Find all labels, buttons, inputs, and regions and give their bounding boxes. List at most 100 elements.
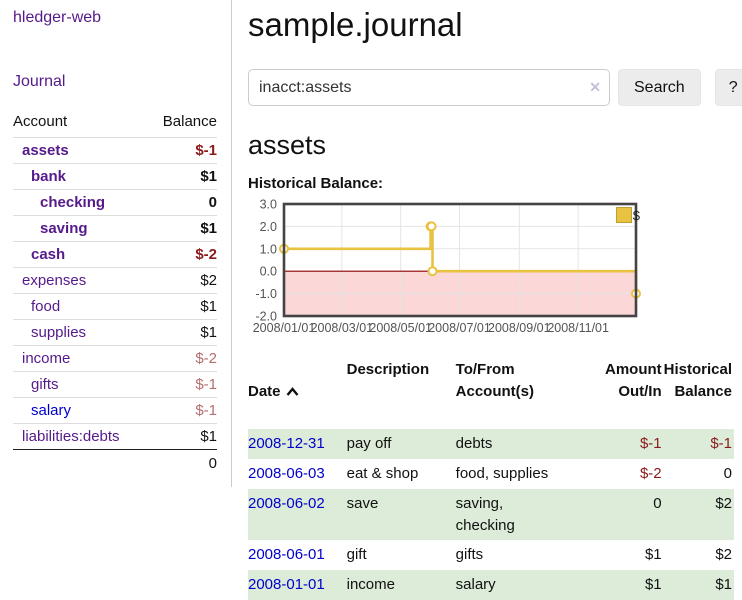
sidebar-account-link[interactable]: salary xyxy=(31,402,72,419)
help-button[interactable]: ? xyxy=(714,69,742,106)
register-date-link[interactable]: 2008-01-01 xyxy=(248,576,325,593)
svg-text:2008/09/01: 2008/09/01 xyxy=(488,321,551,335)
account-balance: $-2 xyxy=(148,241,217,268)
sidebar-account-link[interactable]: food xyxy=(31,298,61,315)
search-button[interactable]: Search xyxy=(618,69,701,106)
register-header-accounts: To/From Account(s) xyxy=(455,361,534,400)
accounts-header-balance: Balance xyxy=(162,113,217,130)
svg-text:2008/11/01: 2008/11/01 xyxy=(547,321,609,335)
svg-text:1.0: 1.0 xyxy=(260,242,277,256)
account-row: salary $-1 xyxy=(13,397,217,424)
account-row: assets $-1 xyxy=(13,137,217,164)
register-description: eat & shop xyxy=(346,465,419,482)
register-balance: $2 xyxy=(715,494,732,512)
search-form: ✕ Search ? xyxy=(248,69,742,106)
svg-text:2008/07/01: 2008/07/01 xyxy=(428,321,491,335)
account-balance: $1 xyxy=(148,319,217,346)
sidebar-account-link[interactable]: supplies xyxy=(31,324,87,341)
account-balance: $-2 xyxy=(148,345,217,372)
account-balance: $1 xyxy=(148,293,217,320)
register-row[interactable]: 2008-06-01 gift gifts $1 $2 xyxy=(248,540,734,570)
svg-text:2008/03/01: 2008/03/01 xyxy=(311,321,374,335)
svg-text:0.0: 0.0 xyxy=(260,265,277,279)
balance-chart: 3.0 2.0 1.0 0.0 -1.0 -2.0 2008/01/01 2008/03/01… xyxy=(248,198,648,340)
sidebar-account-link[interactable]: checking xyxy=(40,194,106,211)
register-accounts: food, supplies xyxy=(455,465,549,482)
svg-text:-2.0: -2.0 xyxy=(255,310,277,324)
account-row: expenses $2 xyxy=(13,267,217,294)
sidebar-account-link[interactable]: assets xyxy=(22,142,69,159)
register-balance: $2 xyxy=(715,546,732,564)
chart-legend: $ xyxy=(615,207,640,223)
brand-link[interactable]: hledger-web xyxy=(13,9,102,26)
register-description: gift xyxy=(346,546,367,564)
account-balance: $-1 xyxy=(148,397,217,424)
account-balance: $1 xyxy=(148,423,217,450)
register-amount: $-1 xyxy=(639,435,662,453)
svg-text:3.0: 3.0 xyxy=(260,198,277,212)
register-amount: $-2 xyxy=(639,465,662,482)
register-row[interactable]: 2008-06-02 save saving, checking 0 $2 xyxy=(248,488,734,541)
sidebar-account-link[interactable]: bank xyxy=(31,168,67,185)
register-accounts: salary xyxy=(455,576,496,593)
register-row[interactable]: 2008-01-01 income salary $1 $1 xyxy=(248,570,734,600)
register-balance: $1 xyxy=(715,576,732,593)
register-accounts: gifts xyxy=(455,546,484,564)
register-table: Date Description To/From Account(s) Amou… xyxy=(248,356,734,600)
sidebar-account-link[interactable]: gifts xyxy=(31,376,59,393)
main-content: sample.journal ✕ Search ? assets Histori… xyxy=(232,0,742,600)
account-row: food $1 xyxy=(13,293,217,320)
svg-text:2.0: 2.0 xyxy=(260,220,277,234)
clear-search-icon[interactable]: ✕ xyxy=(589,78,601,95)
account-row: cash $-2 xyxy=(13,241,217,268)
search-input[interactable] xyxy=(248,69,610,106)
register-amount: 0 xyxy=(653,494,662,512)
register-description: save xyxy=(346,494,379,512)
svg-text:2008/01/01: 2008/01/01 xyxy=(253,321,316,335)
sidebar-account-link[interactable]: liabilities:debts xyxy=(22,428,120,445)
register-date-link[interactable]: 2008-06-02 xyxy=(248,494,325,512)
account-row: bank $1 xyxy=(13,163,217,190)
account-balance: 0 xyxy=(148,189,217,216)
account-row: saving $1 xyxy=(13,215,217,242)
svg-text:-1.0: -1.0 xyxy=(255,287,277,301)
account-balance: $-1 xyxy=(148,371,217,398)
account-row: checking 0 xyxy=(13,189,217,216)
account-balance: $2 xyxy=(148,267,217,294)
sidebar-account-link[interactable]: saving xyxy=(40,220,88,237)
account-balance: $1 xyxy=(148,215,217,242)
sidebar-account-link[interactable]: income xyxy=(22,350,71,367)
register-row[interactable]: 2008-06-03 eat & shop food, supplies $-2 0 xyxy=(248,459,734,489)
accounts-header-account: Account xyxy=(13,113,68,130)
account-balance: $1 xyxy=(148,163,217,190)
register-description: income xyxy=(346,576,395,593)
sidebar-account-link[interactable]: cash xyxy=(31,246,66,263)
register-header-date[interactable]: Date xyxy=(248,382,281,400)
account-row: gifts $-1 xyxy=(13,371,217,398)
account-row: supplies $1 xyxy=(13,319,217,346)
sidebar-account-link[interactable]: expenses xyxy=(22,272,87,289)
page-title: sample.journal xyxy=(248,6,463,43)
account-heading: assets xyxy=(248,130,327,160)
legend-swatch-icon xyxy=(615,207,632,223)
register-header-description: Description xyxy=(346,361,430,378)
account-row: liabilities:debts $1 xyxy=(13,423,217,450)
register-balance: 0 xyxy=(723,465,732,482)
register-accounts: debts xyxy=(455,435,493,453)
register-balance: $-1 xyxy=(710,435,732,453)
accounts-total-row: 0 xyxy=(13,449,217,477)
chart-heading: Historical Balance: xyxy=(248,175,384,192)
register-amount: $1 xyxy=(644,546,662,564)
register-date-link[interactable]: 2008-12-31 xyxy=(248,435,325,453)
register-description: pay off xyxy=(346,435,392,453)
register-header-amount: Amount Out/In xyxy=(604,361,662,400)
svg-text:2008/05/01: 2008/05/01 xyxy=(369,321,432,335)
account-row: income $-2 xyxy=(13,345,217,372)
register-row[interactable]: 2008-12-31 pay off debts $-1 $-1 xyxy=(248,429,734,459)
register-date-link[interactable]: 2008-06-01 xyxy=(248,546,325,564)
register-amount: $1 xyxy=(644,576,662,593)
register-date-link[interactable]: 2008-06-03 xyxy=(248,465,325,482)
sidebar-item-journal[interactable]: Journal xyxy=(13,73,66,90)
account-balance: $-1 xyxy=(148,137,217,164)
